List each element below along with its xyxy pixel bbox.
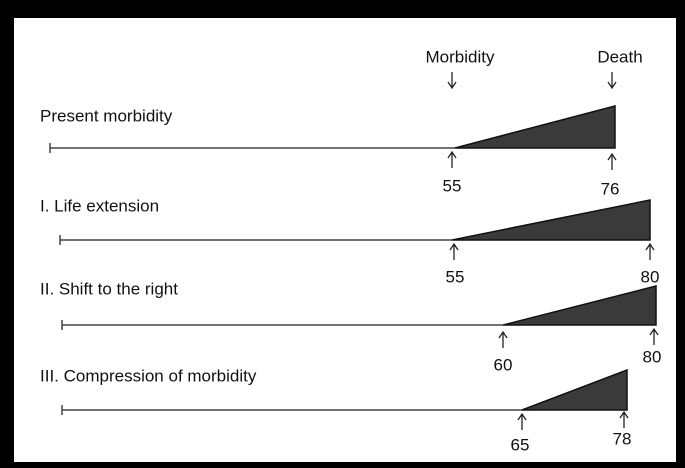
morbidity-wedge	[451, 199, 651, 241]
death-age: 76	[601, 179, 620, 198]
morbidity-wedge	[521, 368, 628, 411]
onset-age: 55	[443, 176, 462, 195]
death-age: 78	[613, 429, 632, 448]
row-label: Present morbidity	[40, 106, 173, 125]
morbidity-header: Morbidity	[426, 47, 495, 66]
onset-age: 60	[494, 355, 513, 374]
up-arrow	[649, 327, 659, 345]
down-arrow	[447, 72, 457, 90]
up-arrow	[645, 242, 655, 260]
morbidity-wedge	[502, 285, 657, 326]
morbidity-wedge	[454, 105, 616, 149]
up-arrow	[517, 412, 527, 430]
onset-age: 55	[446, 267, 465, 286]
onset-age: 65	[511, 435, 530, 454]
down-arrow	[607, 72, 617, 90]
row-label: II. Shift to the right	[40, 279, 178, 298]
row-label: III. Compression of morbidity	[40, 366, 257, 385]
death-header: Death	[597, 47, 642, 66]
up-arrow	[447, 150, 457, 168]
death-age: 80	[643, 347, 662, 366]
up-arrow	[449, 242, 459, 260]
up-arrow	[619, 410, 629, 428]
death-age: 80	[641, 267, 660, 286]
up-arrow	[607, 152, 617, 170]
row-label: I. Life extension	[40, 196, 159, 215]
up-arrow	[498, 330, 508, 348]
